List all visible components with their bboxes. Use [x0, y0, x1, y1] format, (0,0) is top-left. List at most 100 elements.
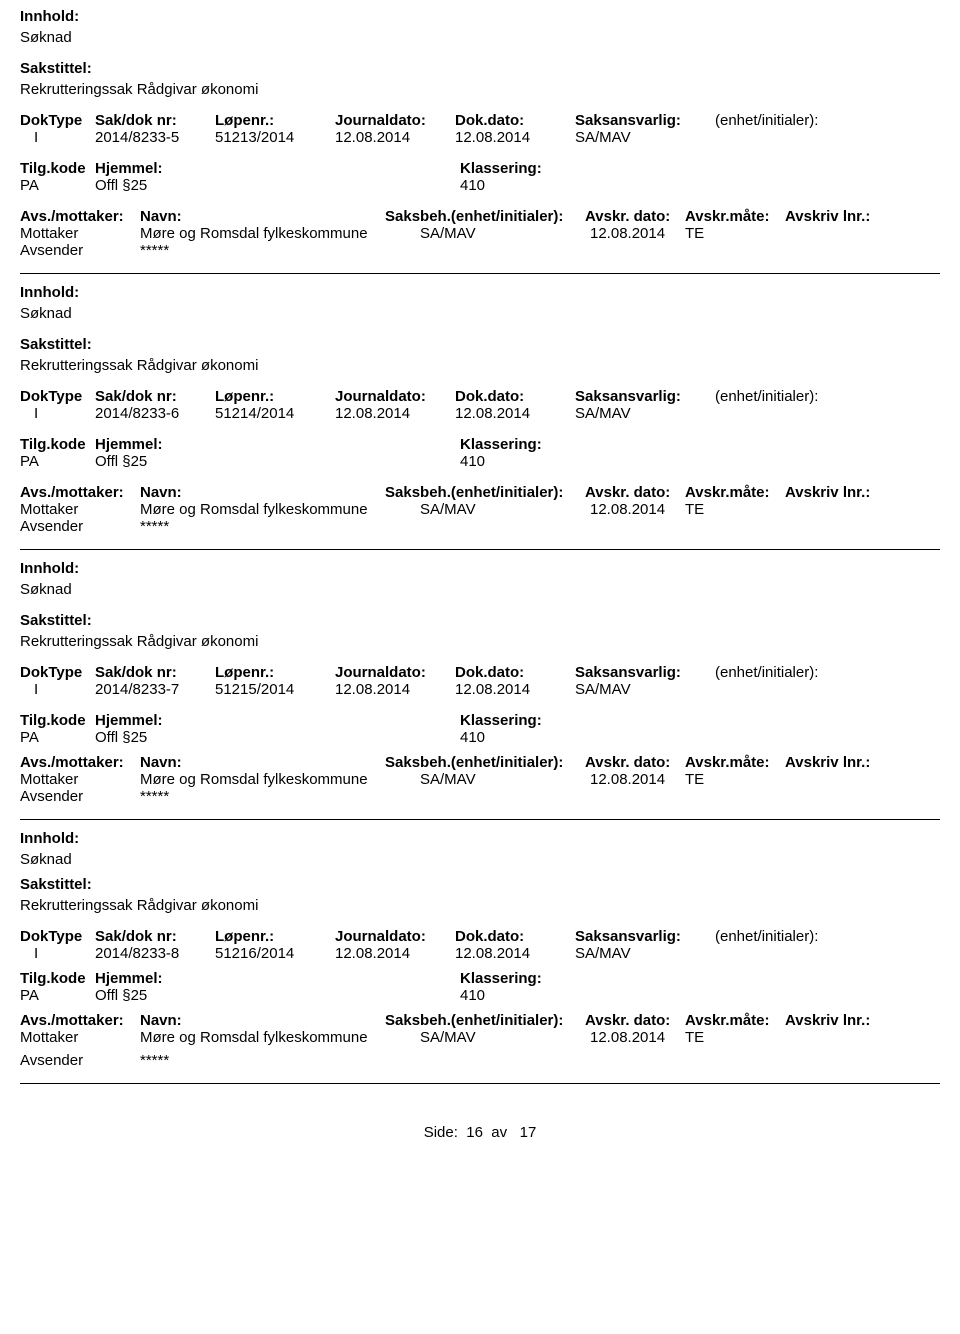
label-navn: Navn:: [140, 208, 385, 225]
journaldato-value: 12.08.2014: [335, 945, 455, 962]
label-innhold: Innhold:: [20, 830, 940, 847]
row-main-values: I 2014/8233-7 51215/2014 12.08.2014 12.0…: [20, 681, 940, 698]
label-lopenr: Løpenr.:: [215, 112, 335, 129]
sakdok-value: 2014/8233-6: [95, 405, 215, 422]
label-journaldato: Journaldato:: [335, 112, 455, 129]
label-avskr-mate: Avskr.måte:: [685, 484, 785, 501]
avsender-label: Avsender: [20, 242, 140, 259]
label-dokdato: Dok.dato:: [455, 928, 575, 945]
row-hjemmel-values: PA Offl §25 410: [20, 987, 940, 1004]
row-main-values: I 2014/8233-5 51213/2014 12.08.2014 12.0…: [20, 129, 940, 146]
row-saksbeh-values: Mottaker Møre og Romsdal fylkeskommune S…: [20, 771, 940, 788]
label-saksbeh: Saksbeh.(enhet/initialer):: [385, 1012, 585, 1029]
journaldato-value: 12.08.2014: [335, 681, 455, 698]
label-avskr-mate: Avskr.måte:: [685, 754, 785, 771]
klassering-value: 410: [460, 453, 760, 470]
row-saksbeh-values: Mottaker Møre og Romsdal fylkeskommune S…: [20, 501, 940, 518]
label-avs-mottaker: Avs./mottaker:: [20, 754, 140, 771]
row-avsender: Avsender *****: [20, 1052, 940, 1069]
tilgkode-value: PA: [20, 177, 95, 194]
label-enhet-initialer: (enhet/initialer):: [715, 388, 940, 405]
saksbeh-value: SA/MAV: [420, 1029, 590, 1046]
label-journaldato: Journaldato:: [335, 664, 455, 681]
label-enhet-initialer: (enhet/initialer):: [715, 112, 940, 129]
label-doktype: DokType: [20, 112, 95, 129]
label-klassering: Klassering:: [460, 436, 760, 453]
label-doktype: DokType: [20, 664, 95, 681]
label-avskriv-lnr: Avskriv lnr.:: [785, 484, 940, 501]
avsender-navn: *****: [140, 242, 420, 259]
label-avs-mottaker: Avs./mottaker:: [20, 1012, 140, 1029]
row-main-labels: DokType Sak/dok nr: Løpenr.: Journaldato…: [20, 388, 940, 405]
label-sakstittel: Sakstittel:: [20, 336, 940, 353]
label-avskriv-lnr: Avskriv lnr.:: [785, 1012, 940, 1029]
sakstittel-value: Rekrutteringssak Rådgivar økonomi: [20, 81, 940, 98]
avsender-navn: *****: [140, 518, 420, 535]
avskr-mate-value: TE: [685, 771, 745, 788]
row-avsender: Avsender *****: [20, 518, 940, 535]
sakstittel-value: Rekrutteringssak Rådgivar økonomi: [20, 357, 940, 374]
label-avs-mottaker: Avs./mottaker:: [20, 484, 140, 501]
label-dokdato: Dok.dato:: [455, 388, 575, 405]
innhold-value: Søknad: [20, 29, 940, 46]
innhold-value: Søknad: [20, 851, 940, 868]
row-main-labels: DokType Sak/dok nr: Løpenr.: Journaldato…: [20, 664, 940, 681]
row-saksbeh-labels: Avs./mottaker: Navn: Saksbeh.(enhet/init…: [20, 208, 940, 225]
label-saksbeh: Saksbeh.(enhet/initialer):: [385, 484, 585, 501]
label-journaldato: Journaldato:: [335, 928, 455, 945]
label-enhet-initialer: (enhet/initialer):: [715, 664, 940, 681]
label-klassering: Klassering:: [460, 970, 760, 987]
hjemmel-value: Offl §25: [95, 987, 460, 1004]
label-sakdok: Sak/dok nr:: [95, 388, 215, 405]
label-lopenr: Løpenr.:: [215, 664, 335, 681]
label-hjemmel: Hjemmel:: [95, 160, 460, 177]
dokdato-value: 12.08.2014: [455, 405, 575, 422]
separator-rule: [20, 819, 940, 820]
separator-rule: [20, 273, 940, 274]
row-hjemmel-labels: Tilg.kode Hjemmel: Klassering:: [20, 160, 940, 177]
avskr-mate-value: TE: [685, 501, 745, 518]
mottaker-navn: Møre og Romsdal fylkeskommune: [140, 1029, 420, 1046]
label-innhold: Innhold:: [20, 8, 940, 25]
avskr-dato-value: 12.08.2014: [590, 225, 685, 242]
label-tilgkode: Tilg.kode: [20, 970, 95, 987]
mottaker-label: Mottaker: [20, 501, 140, 518]
label-doktype: DokType: [20, 388, 95, 405]
label-navn: Navn:: [140, 484, 385, 501]
row-hjemmel-labels: Tilg.kode Hjemmel: Klassering:: [20, 712, 940, 729]
journaldato-value: 12.08.2014: [335, 129, 455, 146]
row-saksbeh-labels: Avs./mottaker: Navn: Saksbeh.(enhet/init…: [20, 754, 940, 771]
label-sakstittel: Sakstittel:: [20, 876, 940, 893]
record: Innhold: Søknad Sakstittel: Rekruttering…: [20, 8, 940, 274]
saksansvarlig-value: SA/MAV: [575, 129, 715, 146]
label-sakdok: Sak/dok nr:: [95, 664, 215, 681]
label-hjemmel: Hjemmel:: [95, 712, 460, 729]
klassering-value: 410: [460, 729, 760, 746]
label-hjemmel: Hjemmel:: [95, 436, 460, 453]
mottaker-navn: Møre og Romsdal fylkeskommune: [140, 771, 420, 788]
doktype-value: I: [20, 945, 95, 962]
lopenr-value: 51215/2014: [215, 681, 335, 698]
lopenr-value: 51213/2014: [215, 129, 335, 146]
avskr-mate-value: TE: [685, 225, 745, 242]
klassering-value: 410: [460, 987, 760, 1004]
label-saksansvarlig: Saksansvarlig:: [575, 388, 715, 405]
avskr-dato-value: 12.08.2014: [590, 501, 685, 518]
saksansvarlig-value: SA/MAV: [575, 681, 715, 698]
avsender-navn: *****: [140, 788, 420, 805]
label-avskr-mate: Avskr.måte:: [685, 208, 785, 225]
separator-rule: [20, 549, 940, 550]
label-sakstittel: Sakstittel:: [20, 612, 940, 629]
row-saksbeh-values: Mottaker Møre og Romsdal fylkeskommune S…: [20, 1029, 940, 1046]
innhold-value: Søknad: [20, 581, 940, 598]
avskr-dato-value: 12.08.2014: [590, 1029, 685, 1046]
mottaker-navn: Møre og Romsdal fylkeskommune: [140, 501, 420, 518]
dokdato-value: 12.08.2014: [455, 681, 575, 698]
record: Innhold: Søknad Sakstittel: Rekruttering…: [20, 284, 940, 550]
lopenr-value: 51214/2014: [215, 405, 335, 422]
label-lopenr: Løpenr.:: [215, 928, 335, 945]
doktype-value: I: [20, 681, 95, 698]
row-hjemmel-values: PA Offl §25 410: [20, 453, 940, 470]
label-navn: Navn:: [140, 754, 385, 771]
label-saksansvarlig: Saksansvarlig:: [575, 928, 715, 945]
